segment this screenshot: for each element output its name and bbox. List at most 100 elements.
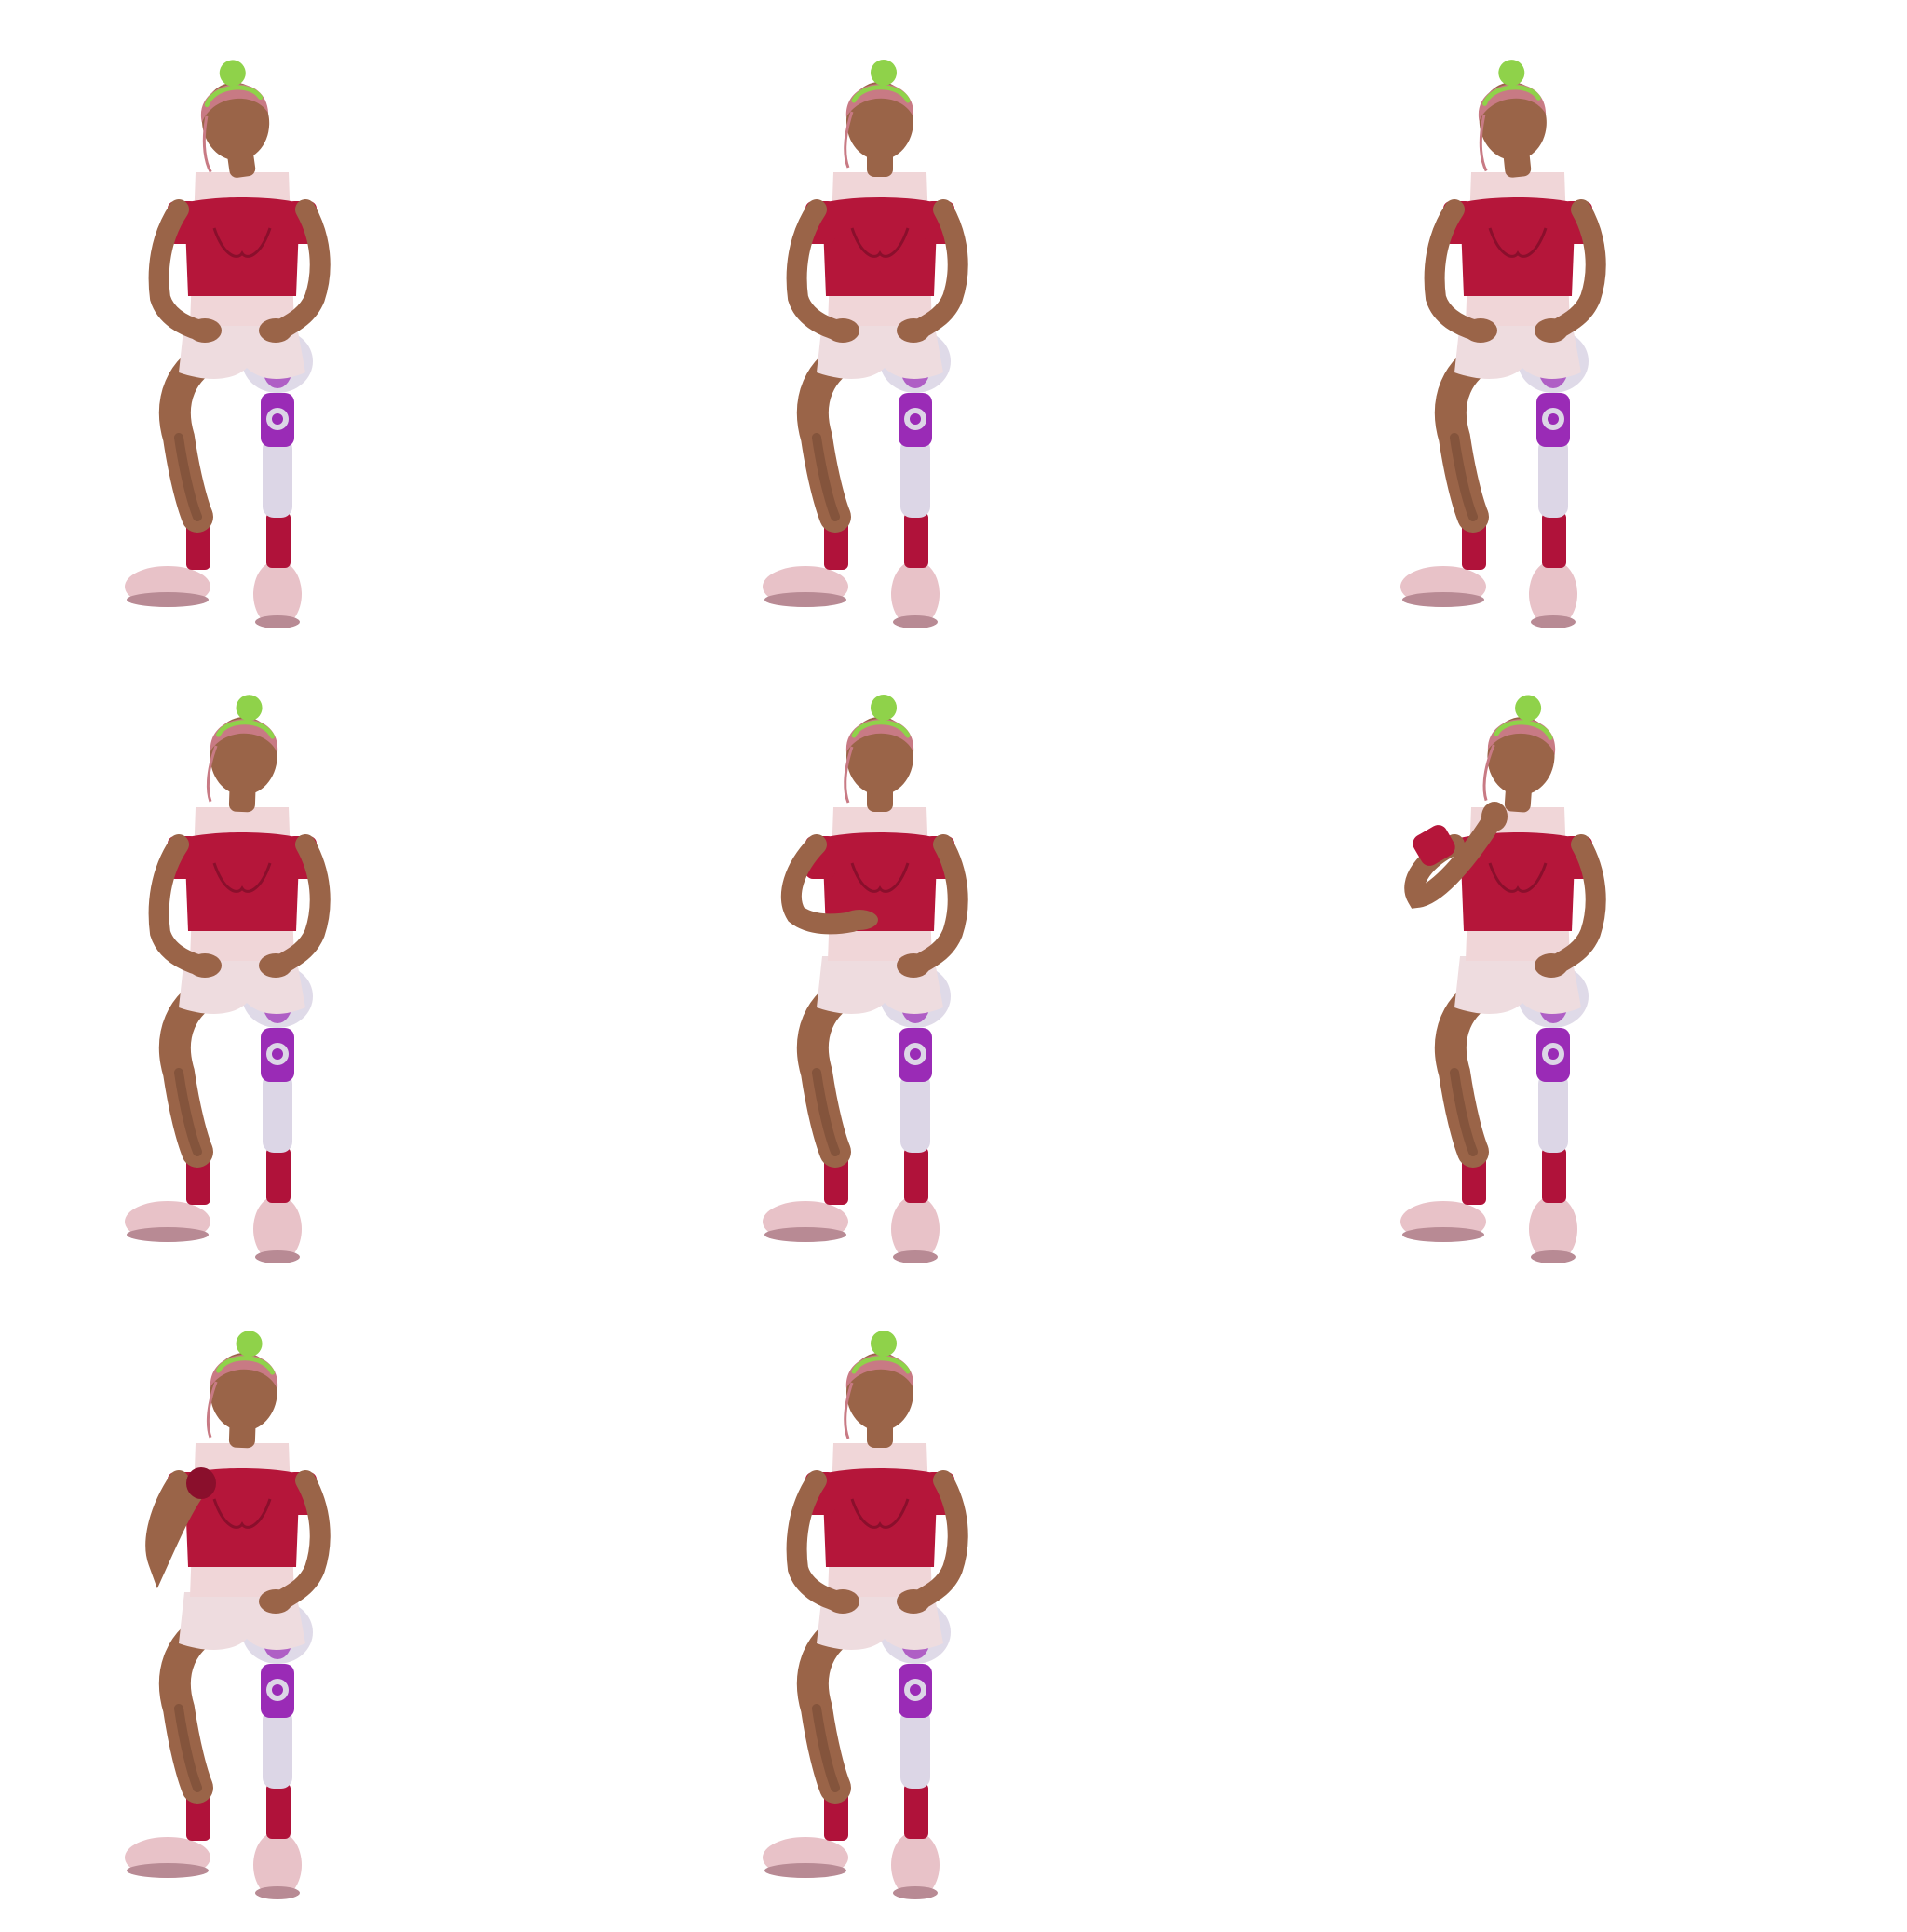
left-hand [188,318,222,343]
left-hand [1481,802,1508,831]
right-hand [897,318,930,343]
right-shoe-sole [893,615,938,628]
right-sock [266,1147,291,1203]
character [125,60,331,628]
prosthetic-shin [900,1709,930,1789]
hair-bun [236,1331,263,1358]
crop-top-fold [850,227,910,258]
character-sprite [1400,695,1606,1263]
right-arm [269,199,331,341]
hair-bun [1515,695,1542,722]
character [125,695,331,1263]
hair-strand [206,745,218,803]
crop-top-fold [1488,862,1548,893]
right-hand [1535,953,1568,978]
prosthetic-knee-core [272,413,283,425]
sprite-frame-3 [1350,47,1685,661]
left-shoe-sole [127,1863,209,1878]
hair-highlight [1482,85,1541,106]
hair-bun [871,695,897,721]
character [763,1331,968,1899]
hair-highlight [851,85,911,103]
prosthetic-knee-core [272,1684,283,1696]
head [200,60,270,178]
right-sock [904,1147,928,1203]
crop-top-fold [850,1498,910,1529]
left-hand [188,953,222,978]
crop-top-fold [212,227,272,258]
right-hand [259,953,292,978]
head [1478,60,1547,178]
right-arm [269,1470,331,1612]
hair-strand [206,1381,218,1439]
hair-highlight [851,720,911,738]
head [206,695,277,813]
hair-strand [844,1382,854,1439]
right-arm [907,199,968,341]
left-arm [780,834,862,935]
prosthetic-shin [1538,438,1568,518]
hair-strand [1479,115,1488,172]
left-shin-shadow [812,1704,840,1792]
left-arm [786,1470,848,1612]
crop-top-fold [1488,227,1548,258]
right-arm [1545,834,1606,976]
hair-bun [871,1331,897,1357]
character [1400,695,1606,1263]
left-shin-shadow [1450,1068,1478,1156]
head [844,695,914,812]
left-hand [826,1589,859,1614]
right-shoe-sole [255,615,300,628]
right-shoe [253,1196,302,1263]
right-shoe [891,1196,940,1263]
prosthetic-knee-core [272,1048,283,1060]
right-arm [907,1470,968,1612]
left-shoe-sole [764,1863,846,1878]
hair-bun [871,60,897,86]
crop-top [1460,832,1576,931]
hair-highlight [851,1356,911,1374]
sprite-frame-2 [712,47,1048,661]
right-shoe [1529,561,1577,628]
character-sprite [763,1331,968,1899]
right-shoe-sole [893,1886,938,1899]
hair-strand [844,111,854,169]
sprite-frame-1 [74,47,410,661]
prosthetic-knee-core [910,1048,921,1060]
right-sock [266,1783,291,1839]
hair-highlight [204,85,264,108]
left-hand [826,318,859,343]
right-hand [1535,318,1568,343]
right-hand [897,1589,930,1614]
hair-bun [1498,60,1525,87]
left-hand [186,1467,216,1499]
right-shoe-sole [893,1250,938,1263]
left-shin-shadow [174,433,202,521]
right-arm [907,834,968,976]
right-sock [266,512,291,568]
right-sock [1542,1147,1566,1203]
prosthetic-shin [900,1073,930,1153]
sprite-frame-7 [74,1317,410,1932]
character [763,60,968,628]
character [1400,60,1606,628]
head [844,1331,914,1448]
left-arm [148,834,210,976]
prosthetic-shin [900,438,930,518]
hair-highlight [216,720,275,739]
hair-bun [236,695,263,722]
left-arm [145,1470,208,1589]
prosthetic-knee-core [910,413,921,425]
left-shin-shadow [812,433,840,521]
head [844,60,914,177]
left-shoe-sole [1402,1227,1484,1242]
left-shoe-sole [1402,592,1484,607]
crop-top [822,832,938,931]
right-arm [269,834,331,976]
right-shoe-sole [255,1886,300,1899]
left-shoe-sole [127,592,209,607]
hair-highlight [216,1356,275,1375]
sprite-frame-8 [712,1317,1048,1932]
left-shin-shadow [812,1068,840,1156]
